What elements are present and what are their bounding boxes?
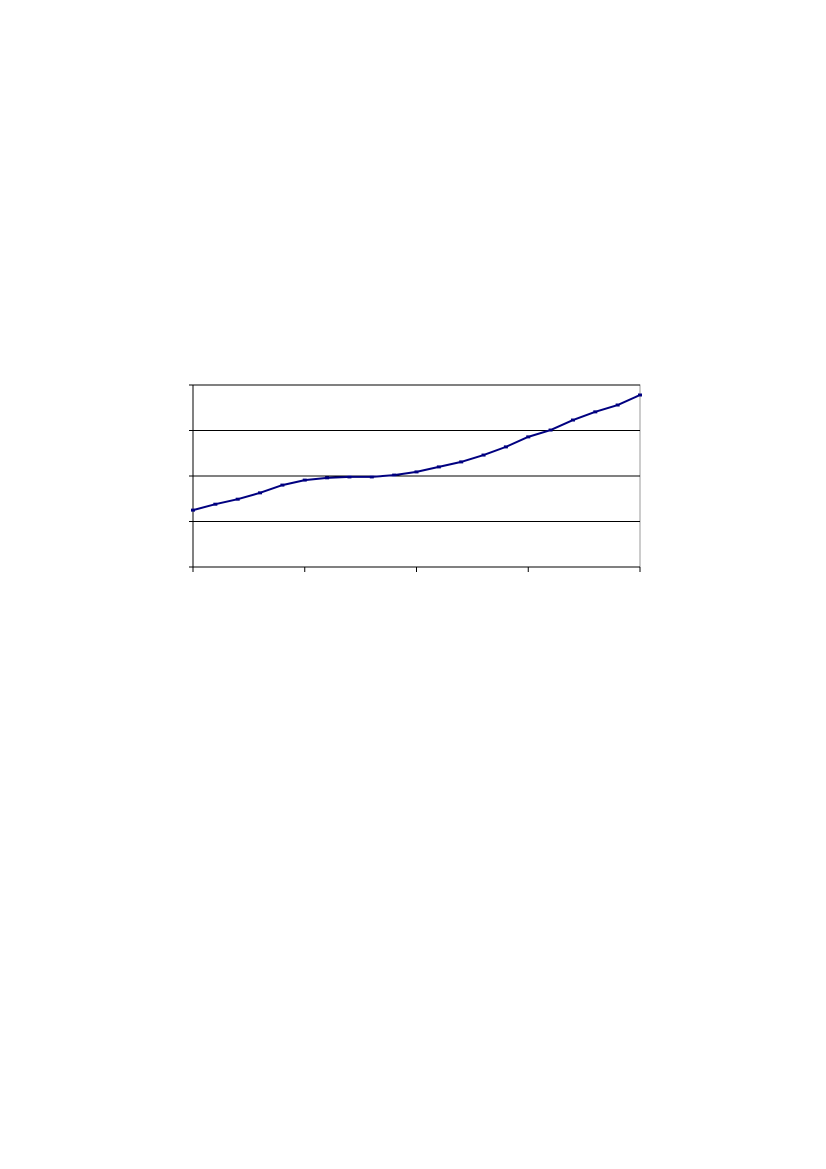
page: (() => { const data = JSON.parse(documen…	[189, 384, 642, 572]
chart	[189, 384, 642, 572]
